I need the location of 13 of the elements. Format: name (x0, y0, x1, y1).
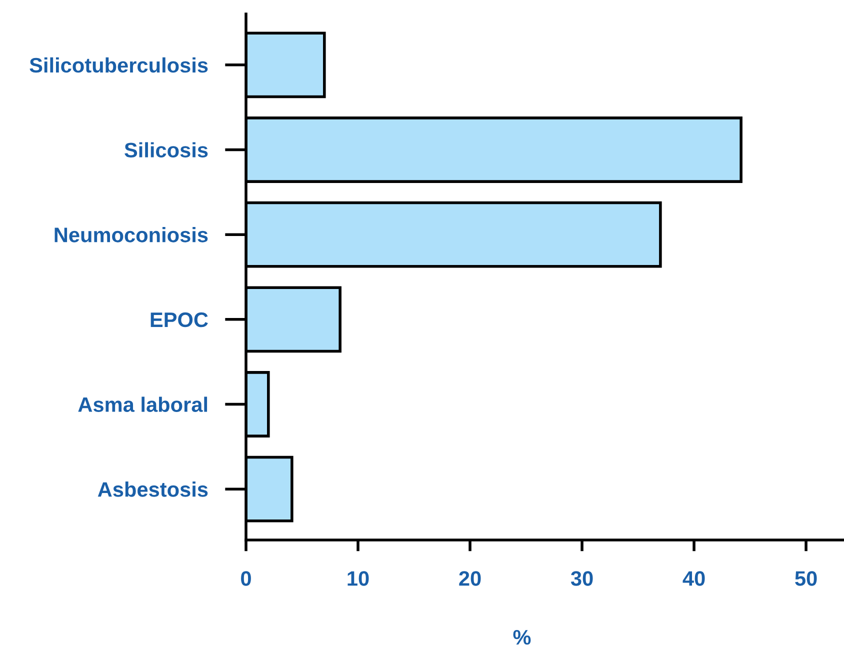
x-tick-label: 10 (348, 571, 369, 586)
x-tick-label: 30 (570, 571, 593, 586)
x-tick-label: 20 (459, 571, 481, 586)
y-tick-label: Neumoconiosis (54, 227, 208, 242)
y-tick-label: Silicosis (124, 142, 208, 158)
y-tick-label: EPOC (150, 312, 208, 328)
x-tick-label: 40 (682, 571, 705, 586)
x-tick-label: 0 (241, 571, 251, 586)
x-axis-title: % (513, 630, 531, 645)
y-tick-label: Asbestosis (98, 482, 208, 497)
x-tick-label: 50 (795, 571, 817, 586)
y-tick-label: Asma laboral (78, 396, 208, 412)
y-tick-label: Silicotuberculosis (30, 57, 208, 73)
